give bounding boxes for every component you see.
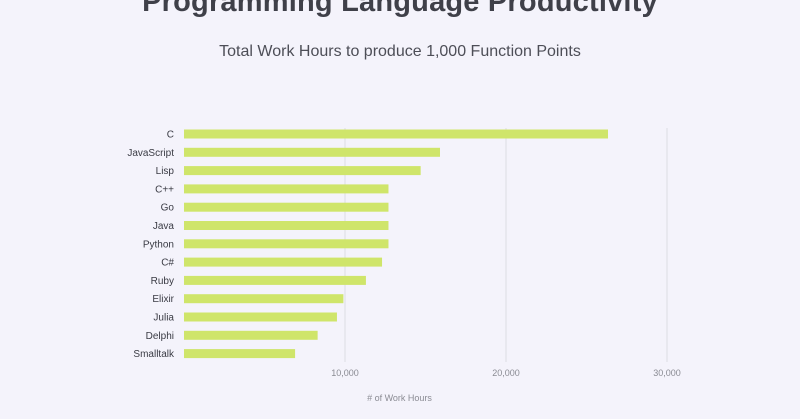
category-label-4: Go bbox=[161, 203, 175, 214]
bar-10 bbox=[184, 312, 337, 322]
bar-0 bbox=[184, 129, 609, 139]
category-label-5: Java bbox=[153, 221, 175, 232]
bar-7 bbox=[184, 257, 383, 267]
bar-3 bbox=[184, 184, 389, 194]
x-tick-label-2: 30,000 bbox=[653, 368, 681, 378]
category-label-3: C++ bbox=[155, 184, 174, 195]
category-label-10: Julia bbox=[153, 313, 174, 324]
category-label-8: Ruby bbox=[151, 276, 174, 287]
category-label-12: Smalltalk bbox=[133, 349, 175, 360]
category-label-2: Lisp bbox=[156, 166, 175, 177]
bar-6 bbox=[184, 239, 389, 249]
bar-5 bbox=[184, 221, 389, 230]
category-label-11: Delphi bbox=[146, 331, 174, 342]
bar-9 bbox=[184, 294, 344, 304]
category-label-6: Python bbox=[143, 239, 174, 250]
bar-1 bbox=[184, 147, 440, 157]
bar-4 bbox=[184, 202, 389, 212]
category-label-9: Elixir bbox=[152, 294, 174, 305]
chart-subtitle: Total Work Hours to produce 1,000 Functi… bbox=[219, 43, 581, 60]
bar-8 bbox=[184, 275, 366, 285]
chart-title: Programming Language Productivity bbox=[142, 0, 658, 18]
bar-2 bbox=[184, 166, 421, 176]
category-label-1: JavaScript bbox=[127, 148, 174, 159]
category-label-7: C# bbox=[161, 258, 174, 269]
bar-11 bbox=[184, 330, 318, 340]
bar-12 bbox=[184, 349, 296, 359]
x-axis-title: # of Work Hours bbox=[367, 393, 432, 403]
x-tick-label-0: 10,000 bbox=[331, 368, 359, 378]
x-tick-label-1: 20,000 bbox=[492, 368, 520, 378]
category-label-0: C bbox=[167, 130, 174, 141]
